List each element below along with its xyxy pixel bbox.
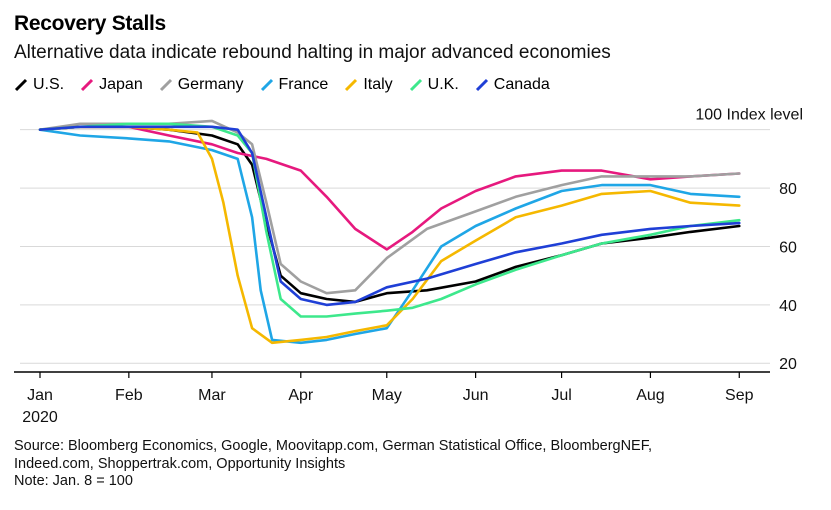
note: Note: Jan. 8 = 100 — [14, 473, 133, 489]
y-tick-label: 20 — [779, 356, 797, 373]
legend-item-japan: Japan — [80, 76, 143, 94]
chart-title: Recovery Stalls — [14, 12, 166, 35]
legend-item-france: France — [260, 76, 329, 94]
legend-swatch-u-k — [409, 78, 422, 92]
legend-item-germany: Germany — [159, 76, 244, 94]
legend-label-italy: Italy — [363, 76, 393, 93]
legend-swatch-italy — [345, 78, 358, 92]
line-chart: 20 40 60 80 100 Index level Jan Feb Mar Apr May Ju… — [14, 107, 803, 426]
legend-swatch-germany — [159, 78, 172, 92]
legend-item-italy: Italy — [344, 76, 393, 94]
x-tick-label: Aug — [636, 387, 664, 404]
y-tick-label: 80 — [779, 181, 797, 198]
source-line-1: Source: Bloomberg Economics, Google, Moo… — [14, 438, 653, 454]
x-tick-label: Mar — [198, 387, 226, 404]
y-axis-label: 100 Index level — [695, 107, 803, 124]
x-tick-label: Feb — [115, 387, 143, 404]
series-line-u-s — [38, 125, 741, 304]
series-line-u-k — [38, 122, 741, 318]
legend-label-u-s: U.S. — [33, 76, 65, 93]
legend: U.S. Japan Germany France Italy U.K. Canada — [14, 76, 550, 94]
legend-swatch-japan — [81, 78, 94, 92]
chart-subtitle: Alternative data indicate rebound haltin… — [14, 42, 611, 63]
legend-item-u-k: U.K. — [409, 76, 459, 94]
legend-swatch-france — [260, 78, 273, 92]
x-tick-label: Jul — [551, 387, 571, 404]
legend-label-france: France — [278, 76, 329, 93]
series-line-france — [38, 128, 741, 345]
legend-swatch-u-s — [14, 78, 28, 92]
x-tick-label: Jan — [27, 387, 53, 404]
series-line-germany — [38, 119, 741, 295]
chart-footer: Source: Bloomberg Economics, Google, Moo… — [14, 438, 652, 491]
legend-label-canada: Canada — [493, 76, 550, 93]
legend-swatch-canada — [475, 78, 488, 92]
y-tick-label: 40 — [779, 298, 797, 315]
legend-label-germany: Germany — [177, 76, 244, 93]
legend-item-canada: Canada — [475, 76, 550, 94]
x-year-label: 2020 — [22, 409, 58, 426]
series-line-italy — [38, 125, 741, 345]
y-tick-label: 60 — [779, 239, 797, 256]
x-tick-label: Jun — [463, 387, 489, 404]
series-line-canada — [38, 125, 741, 307]
legend-label-u-k: U.K. — [427, 76, 459, 93]
legend-label-japan: Japan — [99, 76, 143, 93]
x-tick-label: May — [372, 387, 402, 404]
series-line-japan — [38, 125, 741, 251]
source-line-2: Indeed.com, Shoppertrak.com, Opportunity… — [14, 455, 346, 472]
x-tick-label: Sep — [725, 387, 754, 404]
legend-item-u-s: U.S. — [14, 76, 64, 94]
x-tick-label: Apr — [288, 387, 314, 404]
